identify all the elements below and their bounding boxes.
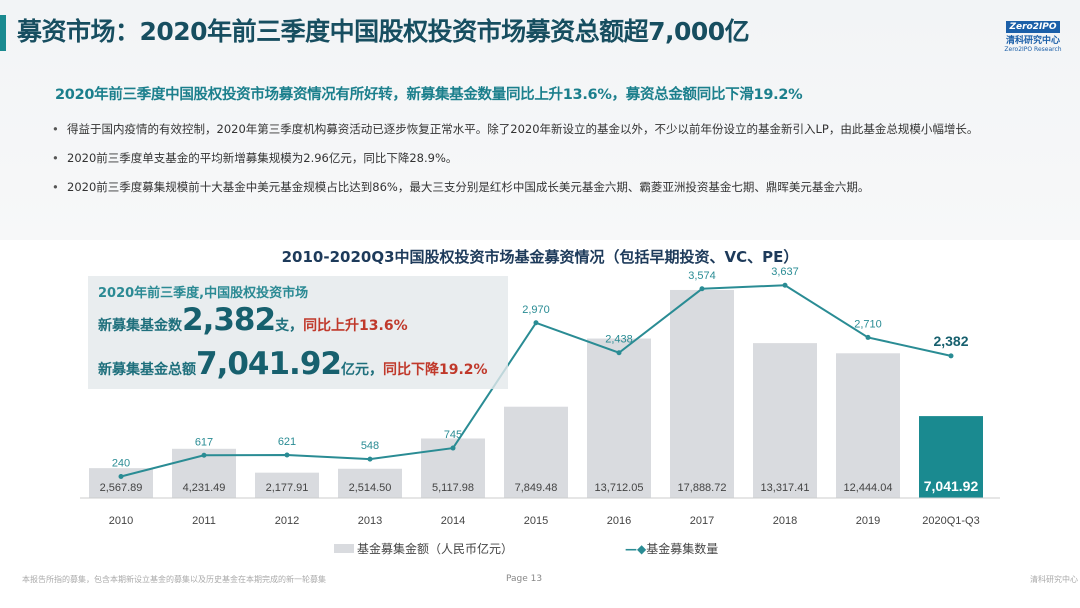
bar-value-label: 17,888.72	[678, 482, 727, 494]
x-tick-label: 2016	[607, 515, 631, 527]
count-label: 240	[112, 457, 130, 469]
count-change: 同比上升13.6%	[303, 318, 408, 334]
chart-title: 2010-2020Q3中国股权投资市场基金募资情况（包括早期投资、VC、PE）	[281, 248, 799, 266]
count-label: 2,438	[605, 334, 633, 346]
logo-en: Zero2IPO Research	[1004, 46, 1062, 53]
count-label: 新募集基金数	[98, 318, 182, 334]
bar	[670, 289, 734, 498]
legend-bar-swatch	[334, 544, 354, 553]
count-row: 新募集基金数2,382支，同比上升13.6%	[98, 302, 408, 338]
bar-value-label: 13,712.05	[595, 482, 644, 494]
count-point	[201, 452, 207, 458]
count-label: 2,970	[522, 304, 550, 316]
x-tick-label: 2015	[524, 515, 548, 527]
amount-change: 同比下降19.2%	[382, 362, 488, 378]
legend-line-swatch: —◆	[625, 542, 647, 556]
bar-value-label: 7,849.48	[515, 482, 558, 494]
count-point	[450, 445, 456, 451]
bar	[338, 468, 402, 498]
amount-value: 7,041.92	[196, 346, 342, 382]
page-number: Page 13	[506, 574, 543, 584]
highlight-heading: 2020年前三季度,中国股权投资市场	[98, 286, 309, 301]
bar	[919, 416, 983, 498]
bar	[587, 338, 651, 498]
bar-value-label: 2,514.50	[349, 482, 392, 494]
bar	[504, 406, 568, 498]
count-point	[533, 320, 539, 326]
bar-value-label: 2,177.91	[266, 482, 309, 494]
count-point	[865, 334, 871, 340]
amount-unit: 亿元，	[340, 362, 383, 378]
bar-value-label: 13,317.41	[761, 482, 810, 494]
count-unit: 支，	[275, 318, 304, 334]
bullet-item: 2020前三季度单支基金的平均新增募集规模为2.96亿元，同比下降28.9%。	[52, 147, 1042, 169]
count-point	[284, 452, 290, 458]
footer-brand: 清科研究中心	[1030, 575, 1078, 584]
bar	[89, 468, 153, 498]
bullet-list: 得益于国内疫情的有效控制，2020年第三季度机构募资活动已逐步恢复正常水平。除了…	[52, 118, 1042, 205]
count-label: 3,637	[771, 266, 799, 278]
count-label: 3,574	[688, 270, 716, 282]
legend-line-label: 基金募集数量	[646, 542, 719, 556]
bar-value-label: 5,117.98	[432, 482, 474, 494]
bar	[255, 472, 319, 498]
highlight-box: 2020年前三季度,中国股权投资市场 新募集基金数2,382支，同比上升13.6…	[88, 276, 508, 389]
count-label: 621	[278, 436, 296, 448]
count-point	[782, 282, 788, 288]
title-accent-bar	[0, 15, 6, 51]
count-label: 745	[444, 429, 462, 441]
bullet-item: 得益于国内疫情的有效控制，2020年第三季度机构募资活动已逐步恢复正常水平。除了…	[52, 118, 1042, 140]
count-label: 617	[195, 436, 213, 448]
x-tick-label: 2019	[856, 515, 880, 527]
count-label: 548	[361, 440, 379, 452]
count-value: 2,382	[182, 302, 276, 338]
footnote: 本报告所指的募集，包含本期新设立基金的募集以及历史基金在本期完成的新一轮募集	[22, 575, 326, 584]
bar-value-label: 7,041.92	[924, 478, 979, 494]
count-point	[699, 286, 705, 292]
bar	[753, 343, 817, 498]
subtitle: 2020年前三季度中国股权投资市场募资情况有所好转，新募集基金数量同比上升13.…	[55, 87, 803, 103]
legend-line: —◆基金募集数量	[625, 540, 718, 557]
count-point	[948, 353, 954, 359]
bar	[836, 353, 900, 498]
count-label: 2,710	[854, 318, 882, 330]
bullet-item: 2020前三季度募集规模前十大基金中美元基金规模占比达到86%，最大三支分别是红…	[52, 176, 1042, 198]
x-tick-label: 2010	[109, 515, 133, 527]
page-title: 募资市场：2020年前三季度中国股权投资市场募资总额超7,000亿	[17, 17, 750, 46]
zero2ipo-logo: Zero2IPO 清科研究中心 Zero2IPO Research	[1000, 14, 1066, 53]
logo-cn: 清科研究中心	[1005, 36, 1060, 46]
count-point	[367, 456, 373, 462]
x-tick-label: 2020Q1-Q3	[922, 515, 979, 527]
x-tick-label: 2017	[690, 515, 714, 527]
amount-label: 新募集基金总额	[98, 362, 196, 378]
bar-value-label: 4,231.49	[183, 482, 226, 494]
x-tick-label: 2014	[441, 515, 465, 527]
x-tick-label: 2011	[192, 515, 216, 527]
bar-value-label: 12,444.04	[844, 482, 893, 494]
x-tick-label: 2012	[275, 515, 299, 527]
x-tick-label: 2018	[773, 515, 797, 527]
count-label: 2,382	[933, 333, 968, 349]
bar-value-label: 2,567.89	[100, 482, 143, 494]
logo-box: Zero2IPO	[1006, 21, 1060, 33]
count-point	[118, 473, 124, 479]
legend-bar: 基金募集金额（人民币亿元）	[334, 540, 513, 557]
x-tick-label: 2013	[358, 515, 382, 527]
legend-bar-label: 基金募集金额（人民币亿元）	[357, 542, 514, 556]
count-point	[616, 350, 622, 356]
amount-row: 新募集基金总额7,041.92亿元，同比下降19.2%	[98, 346, 488, 382]
